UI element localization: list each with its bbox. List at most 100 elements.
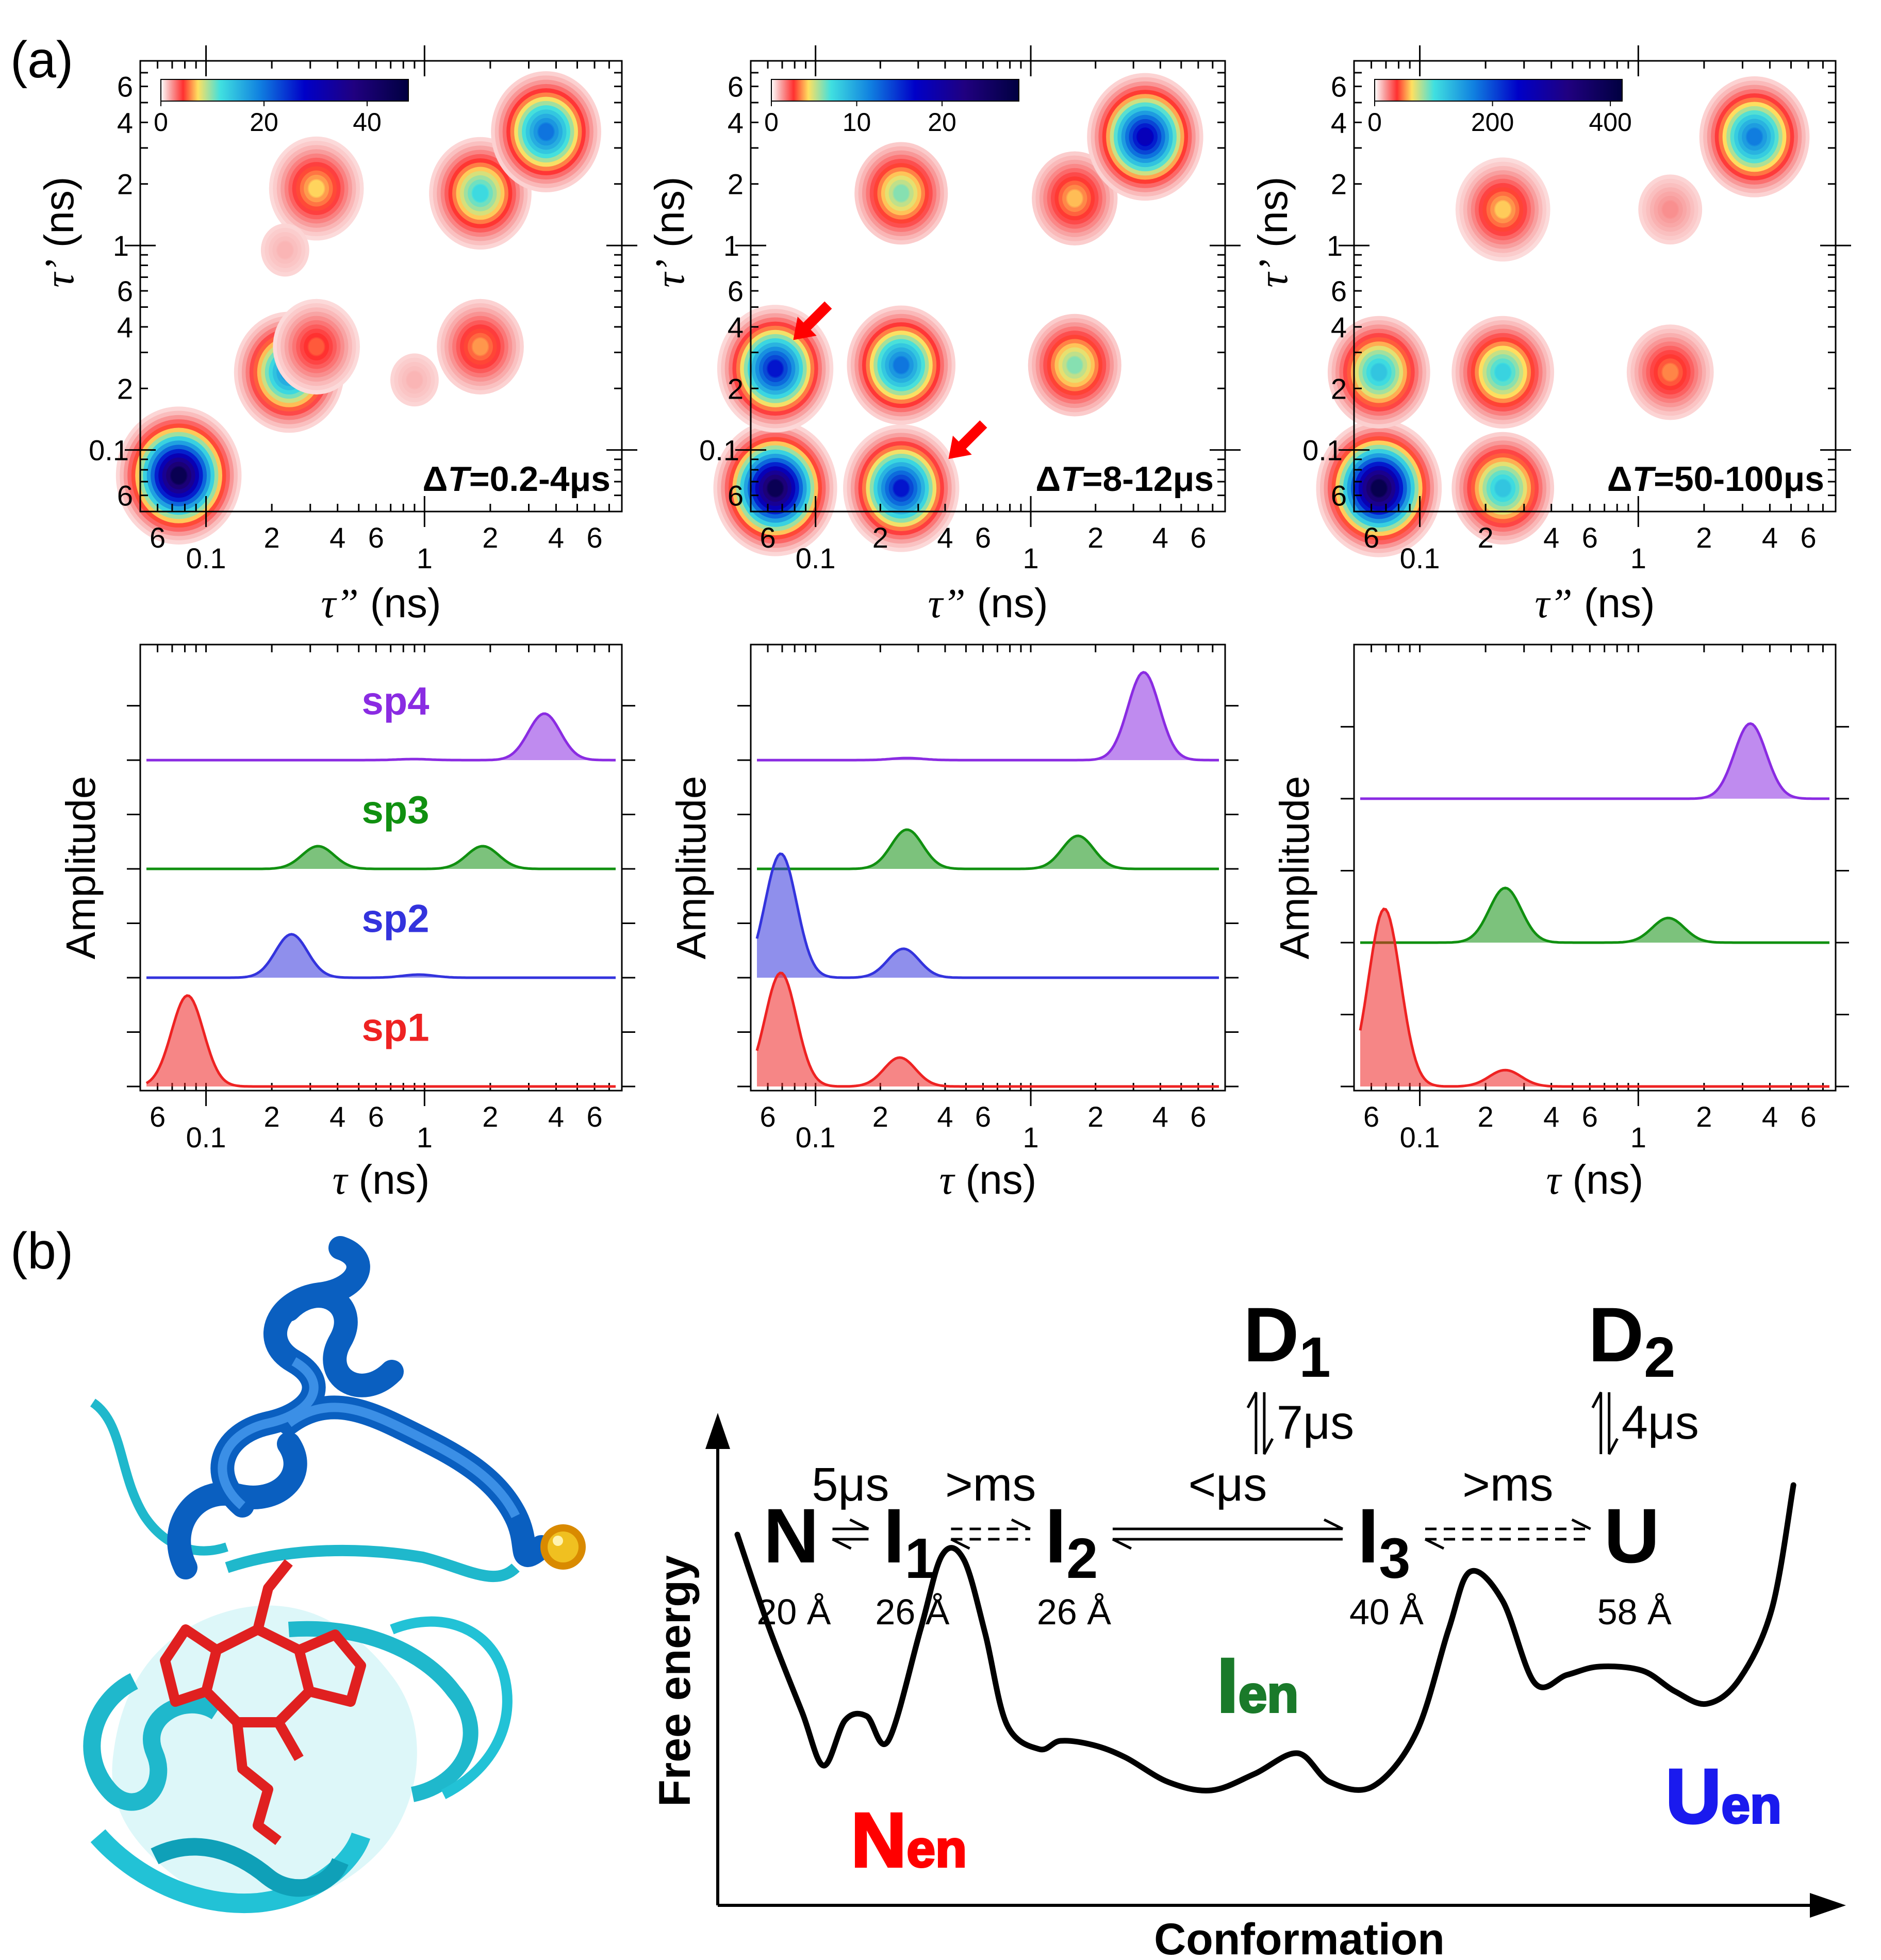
series-line [146, 845, 616, 870]
y-axis-symbol: τ’ [1251, 259, 1296, 287]
panel-title: ΔT=50-100μs [1607, 459, 1824, 499]
x-tick-label: 4 [329, 1100, 345, 1133]
y-axis-label: τ’ (ns) [36, 176, 82, 287]
heatmap-peak [269, 136, 364, 241]
x-tick-label: 2 [1696, 1100, 1712, 1133]
title-range: =50-100μs [1654, 459, 1824, 499]
x-tick-label: 0.1 [796, 542, 836, 574]
y-axis-label: Amplitude [668, 776, 714, 960]
x-axis-label: Conformation [1154, 1915, 1445, 1960]
state-name: I1 [883, 1492, 936, 1590]
x-tick-label: 1 [1022, 542, 1038, 574]
transition-I3-U: >ms [1424, 1458, 1591, 1550]
x-axis-symbol: τ [1546, 1158, 1563, 1203]
peak-core [1495, 364, 1511, 381]
x-axis-unit: (ns) [954, 1157, 1036, 1203]
equilibrium-arrow-up [1246, 1391, 1258, 1454]
protein-structure-illustration [83, 1236, 586, 1914]
y-axis-label: τ’ (ns) [1250, 176, 1296, 287]
x-axis-label: τ” (ns) [1534, 580, 1655, 627]
peak-core [894, 480, 909, 497]
x-axis-symbol: τ [939, 1158, 956, 1203]
heatmap-peak [1699, 76, 1810, 197]
state-letter: I [1358, 1492, 1379, 1579]
x-tick-label: 2 [1696, 521, 1712, 554]
x-tick-label: 6 [1800, 1100, 1816, 1133]
colorbar-tick-label: 10 [843, 108, 871, 137]
y-tick-label: 6 [117, 275, 133, 307]
heatmap-peak [713, 420, 837, 556]
series-sp3 [757, 828, 1219, 870]
series-area [146, 934, 616, 978]
title-T: T [1061, 459, 1085, 499]
peak-core [1662, 201, 1678, 218]
y-axis-symbol: τ’ [648, 259, 693, 287]
free-energy-curve [734, 1482, 1796, 1793]
colorbar-tick-label: 20 [250, 108, 278, 137]
x-tick-label: 6 [368, 521, 384, 554]
x-axis-unit: (ns) [1561, 1157, 1643, 1203]
y-tick-label: 2 [1331, 372, 1347, 405]
title-range: =0.2-4μs [469, 459, 610, 499]
peak-core [767, 360, 783, 377]
backward-arrow-head [1112, 1538, 1132, 1550]
x-tick-label: 6 [1800, 521, 1816, 554]
heatmap-peak [1087, 73, 1203, 201]
series-line [755, 852, 1219, 979]
series-label: sp2 [362, 897, 430, 941]
dead-end-subscript: 2 [1644, 1326, 1675, 1389]
x-tick-label: 6 [1582, 521, 1598, 554]
state-U: U 58 Å [1597, 1492, 1672, 1632]
state-distance: 26 Å [875, 1592, 949, 1632]
peak-core [538, 123, 554, 140]
series-line [1360, 886, 1829, 944]
heatmap-peak [1032, 151, 1118, 245]
transition-I2-I3: <μs [1112, 1458, 1344, 1550]
x-tick-label: 6 [1190, 1100, 1206, 1133]
y-tick-label: 2 [117, 168, 133, 201]
series-area [1360, 887, 1829, 943]
x-axis-symbol: τ [333, 1158, 349, 1203]
series-sp2 [1360, 886, 1829, 944]
heatmap-peak [116, 406, 242, 545]
equilibrium-arrow-down [1263, 1392, 1274, 1455]
y-tick-label: 4 [728, 311, 744, 343]
x-tick-label: 1 [1022, 1121, 1038, 1154]
series-line [146, 933, 616, 979]
forward-arrow-head [849, 1518, 869, 1530]
peak-core [894, 185, 909, 202]
x-tick-label: 6 [1190, 521, 1206, 554]
heatmap-peak [260, 223, 309, 277]
x-tick-label: 6 [975, 521, 991, 554]
dead-end-subscript: 1 [1299, 1326, 1330, 1389]
x-tick-label: 2 [482, 1100, 498, 1133]
x-tick-label: 6 [975, 1100, 991, 1133]
red-arrow [793, 301, 832, 340]
x-tick-label: 0.1 [186, 1121, 226, 1154]
x-tick-label: 2 [482, 521, 498, 554]
transition-N-I1: 5μs [812, 1458, 889, 1550]
ensemble-main: N [851, 1797, 906, 1883]
dead-end-D1: D1 7μs [1243, 1291, 1354, 1455]
series-line [755, 971, 1219, 1088]
ensemble-sub: en [1239, 1666, 1299, 1723]
ensemble-sub: en [1721, 1776, 1781, 1834]
y-axis-label: Amplitude [1272, 776, 1317, 960]
peak-core [1371, 364, 1387, 381]
forward-arrow-head [1323, 1518, 1344, 1530]
y-axis-unit: (ns) [647, 176, 692, 259]
series-area [1360, 723, 1829, 799]
peak-core [1067, 190, 1082, 207]
y-tick-label: 1 [1327, 229, 1343, 262]
y-axis-label: τ’ (ns) [647, 176, 693, 287]
plot-frame [1353, 60, 1837, 513]
peak-core [1137, 128, 1153, 145]
plot-frame [139, 644, 623, 1092]
state-subscript: 2 [1066, 1527, 1098, 1590]
series-label: sp1 [362, 1006, 430, 1049]
x-tick-label: 6 [1363, 521, 1379, 554]
series-sp4: sp4 [146, 679, 616, 762]
y-tick-label: 0.1 [1302, 434, 1343, 467]
y-tick-label: 6 [1331, 71, 1347, 103]
